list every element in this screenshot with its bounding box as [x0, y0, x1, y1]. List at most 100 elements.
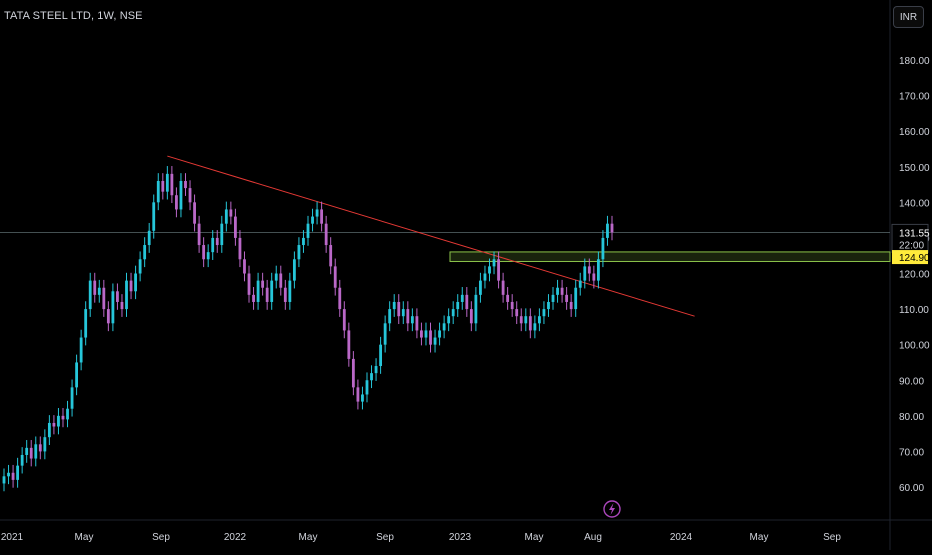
candle-body [116, 291, 119, 302]
candle-body [233, 216, 237, 238]
candle-body [374, 366, 378, 374]
candle-body [211, 237, 215, 253]
candle-body [351, 358, 355, 388]
candle-body [261, 280, 265, 288]
y-tick-label: 80.00 [899, 412, 924, 423]
candle-body [138, 259, 142, 274]
y-tick-label: 100.00 [899, 341, 930, 352]
candle-body [84, 309, 88, 338]
x-tick-label: May [75, 532, 94, 543]
bar-countdown: 22:00 [899, 240, 924, 251]
candle-body [515, 309, 519, 317]
currency-button[interactable]: INR [893, 6, 924, 28]
candle-body [288, 280, 292, 302]
candle-body [302, 237, 305, 246]
candle-body [479, 280, 482, 295]
candle-body [560, 287, 564, 295]
candle-body [447, 316, 451, 324]
candle-body [569, 301, 573, 310]
candle-body [111, 291, 115, 324]
lightning-bolt-glyph [609, 503, 615, 515]
level-price-tag [892, 250, 928, 265]
candle-body [456, 301, 460, 310]
candle-body [311, 216, 314, 224]
candle-body [256, 280, 260, 302]
candle-body [488, 266, 491, 274]
candle-body [243, 259, 246, 274]
candle-body [279, 273, 283, 288]
candle-body [2, 476, 6, 484]
y-tick-label: 70.00 [899, 447, 924, 458]
x-tick-label: 2023 [449, 532, 472, 543]
y-tick-label: 170.00 [899, 92, 930, 103]
candle-body [483, 273, 487, 281]
candle-body [460, 294, 464, 302]
candle-body [215, 237, 219, 246]
candle-body [420, 330, 423, 338]
y-tick-label: 110.00 [899, 305, 929, 316]
candle-body [224, 209, 228, 224]
candle-body [265, 287, 269, 302]
last-price-value: 131.55 [899, 228, 930, 239]
candle-body [75, 362, 79, 388]
candle-body [506, 294, 510, 302]
candle-body [47, 422, 51, 438]
candle-body [415, 316, 419, 331]
candle-body [25, 447, 29, 455]
candle-body [29, 447, 33, 459]
candle-body [147, 230, 151, 246]
support-zone [449, 251, 891, 262]
candle-body [361, 394, 364, 402]
x-tick-label: May [525, 532, 544, 543]
candle-body [274, 273, 278, 281]
y-tick-label: 140.00 [899, 198, 930, 209]
candle-body [61, 415, 65, 420]
candle-body [578, 280, 582, 288]
x-tick-label: 2022 [224, 532, 247, 543]
x-tick-label: May [299, 532, 318, 543]
candle-body [333, 266, 337, 288]
candle-body [315, 209, 319, 217]
candle-body [329, 245, 333, 267]
candle-body [601, 237, 605, 260]
candle-body [34, 444, 38, 459]
candle-body [397, 301, 401, 317]
candle-body [188, 188, 192, 203]
candle-body [433, 337, 437, 345]
candle-body [338, 287, 342, 310]
candle-body [356, 387, 360, 402]
x-tick-label: 2024 [670, 532, 693, 543]
candle-body [283, 287, 287, 302]
candle-body [11, 472, 15, 480]
candle-body [143, 245, 147, 260]
x-tick-label: Sep [823, 532, 841, 543]
candle-body [193, 202, 196, 224]
candle-body [88, 280, 92, 310]
level-price-value: 124.90 [899, 253, 930, 264]
lightning-bolt-icon [603, 500, 621, 518]
candle-body [229, 209, 233, 217]
candle-body [93, 280, 97, 295]
candle-body [20, 454, 24, 466]
candle-body [252, 294, 255, 302]
candle-body [156, 180, 160, 203]
candle-body [365, 380, 369, 395]
candle-body [574, 287, 578, 310]
y-tick-label: 150.00 [899, 163, 930, 174]
candle-body [519, 316, 523, 324]
x-tick-label: May [750, 532, 769, 543]
candle-body [347, 330, 351, 359]
candle-body [524, 316, 528, 324]
candle-body [401, 309, 405, 317]
candle-body [501, 280, 505, 295]
candle-body [383, 323, 387, 345]
candle-body [97, 287, 101, 295]
candle-body [451, 309, 455, 317]
candle-body [551, 294, 555, 302]
candle-body [429, 330, 432, 345]
candle-body [379, 344, 383, 367]
candle-body [406, 309, 410, 324]
candle-body [38, 444, 42, 452]
